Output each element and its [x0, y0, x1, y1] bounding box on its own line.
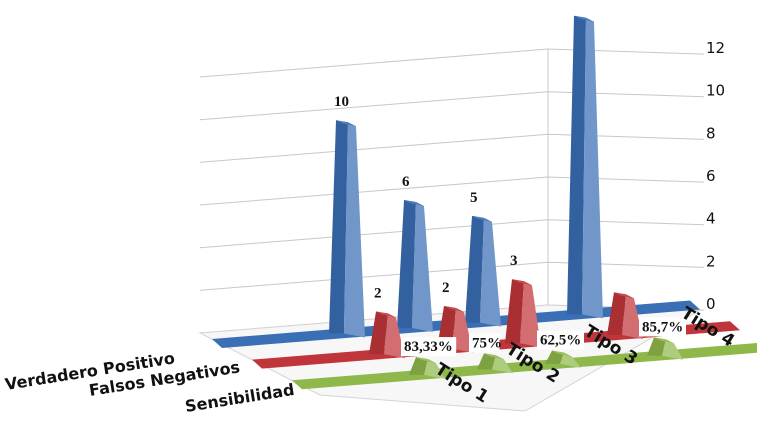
peak-sensibilidad-tipo-2-cap — [484, 353, 504, 360]
y-tick-6: 6 — [706, 167, 716, 185]
peak-falsos-negativos-tipo-4-cap — [614, 292, 634, 299]
peak-verdadero-positivo-tipo-1-cap — [336, 120, 356, 127]
data-label-verdadero-positivo-tipo-2: 6 — [402, 174, 410, 190]
peak-sensibilidad-tipo-2-front — [492, 355, 513, 374]
peak-falsos-negativos-tipo-2-cap — [444, 306, 464, 312]
peak-verdadero-positivo-tipo-3-cap — [472, 215, 492, 222]
peak-verdadero-positivo-tipo-1-back — [329, 120, 348, 334]
data-label-bg-sensibilidad-tipo-2 — [469, 333, 500, 353]
peak-falsos-negativos-tipo-1-cap — [376, 311, 396, 318]
y-tick-4: 4 — [706, 210, 716, 228]
data-label-falsos-negativos-tipo-2: 2 — [442, 280, 450, 296]
y-tick-10: 10 — [706, 82, 725, 100]
data-label-sensibilidad-tipo-2: 75% — [472, 335, 502, 351]
peak-sensibilidad-tipo-3-back — [545, 350, 564, 364]
data-label-sensibilidad-tipo-3: 62,5% — [540, 333, 581, 349]
data-label-bg-sensibilidad-tipo-1 — [401, 337, 457, 357]
peak-falsos-negativos-tipo-1-back — [369, 311, 388, 355]
ribbon-sensibilidad — [292, 342, 757, 390]
y-tick-12: 12 — [706, 39, 725, 57]
peak-sensibilidad-tipo-1-front — [424, 359, 445, 379]
peak-falsos-negativos-tipo-2-front — [452, 308, 473, 353]
y-tick-2: 2 — [706, 252, 716, 270]
peak-sensibilidad-tipo-1-back — [409, 357, 428, 375]
peak-verdadero-positivo-tipo-3-front — [480, 217, 501, 327]
data-label-sensibilidad-tipo-1: 83,33% — [404, 339, 453, 355]
data-label-bg-sensibilidad-tipo-4 — [639, 317, 686, 337]
peak-verdadero-positivo-tipo-1-front — [344, 122, 365, 338]
peak-falsos-negativos-tipo-4-front — [622, 294, 643, 339]
peak-verdadero-positivo-tipo-4-back — [567, 15, 586, 315]
gridline-2 — [199, 261, 705, 291]
peak-falsos-negativos-tipo-1-front — [384, 313, 405, 359]
peak-verdadero-positivo-tipo-3-back — [465, 215, 484, 323]
series-verdadero-positivo — [212, 15, 700, 348]
data-label-falsos-negativos-tipo-1: 2 — [374, 286, 382, 302]
label-layer: 10 6 5 2 2 3 83,33% 75% 62,5% 85,7% — [334, 94, 686, 357]
peak-verdadero-positivo-tipo-2-cap — [404, 200, 424, 206]
gridline-12 — [199, 48, 705, 78]
gridline-8 — [199, 133, 705, 163]
peak-verdadero-positivo-tipo-2-front — [412, 202, 433, 332]
peak-sensibilidad-tipo-1-cap — [416, 357, 436, 364]
data-label-bg-sensibilidad-tipo-3 — [537, 330, 584, 350]
peak-sensibilidad-tipo-3-front — [560, 352, 581, 368]
peak-sensibilidad-tipo-4-front — [662, 339, 683, 360]
data-label-verdadero-positivo-tipo-1: 10 — [334, 94, 349, 110]
data-label-falsos-negativos-tipo-3: 3 — [510, 253, 518, 269]
series-label-sensibilidad: Sensibilidad — [184, 380, 296, 416]
peak-falsos-negativos-tipo-3-front — [520, 281, 541, 348]
data-label-verdadero-positivo-tipo-3: 5 — [470, 190, 478, 206]
peak-falsos-negativos-tipo-3-cap — [512, 279, 532, 286]
peak-sensibilidad-tipo-4-back — [647, 337, 666, 356]
peak-falsos-negativos-tipo-3-back — [505, 279, 524, 344]
data-label-sensibilidad-tipo-4: 85,7% — [642, 319, 683, 335]
peak-verdadero-positivo-tipo-4-front — [582, 17, 603, 319]
gridline-4 — [199, 219, 705, 249]
peak-sensibilidad-tipo-2-back — [477, 353, 496, 370]
peak-sensibilidad-tipo-4-cap — [654, 337, 674, 344]
peak-verdadero-positivo-tipo-4-cap — [574, 15, 594, 22]
gridline-6 — [199, 176, 705, 206]
gridline-10 — [199, 91, 705, 121]
peak-falsos-negativos-tipo-4-back — [607, 292, 626, 335]
series-sensibilidad — [292, 337, 757, 390]
peak-sensibilidad-tipo-3-cap — [552, 350, 572, 357]
y-tick-8: 8 — [706, 124, 716, 142]
y-tick-0: 0 — [706, 295, 716, 313]
peak-verdadero-positivo-tipo-2-back — [397, 200, 416, 328]
